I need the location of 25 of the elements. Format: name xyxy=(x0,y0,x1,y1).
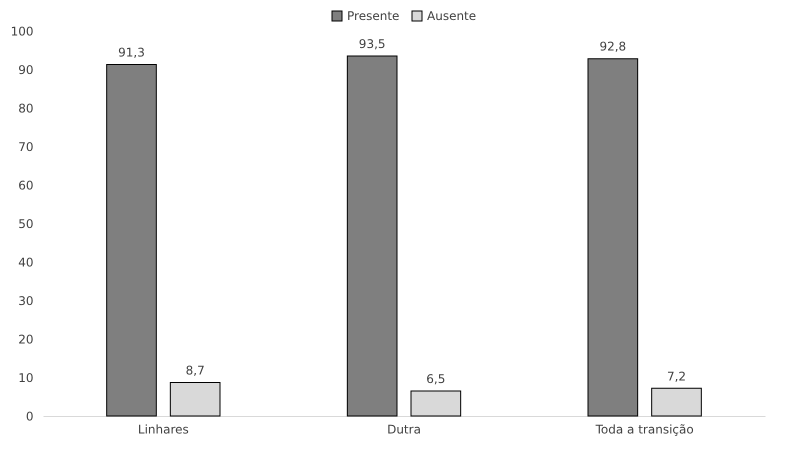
y-tick-label: 30 xyxy=(18,294,34,308)
x-tick-label: Toda a transição xyxy=(594,422,694,436)
x-tick-label: Linhares xyxy=(138,422,189,436)
data-label: 8,7 xyxy=(186,364,205,378)
y-tick-label: 70 xyxy=(18,140,34,154)
x-tick-label: Dutra xyxy=(387,422,421,436)
y-tick-label: 50 xyxy=(18,217,34,231)
legend-label: Ausente xyxy=(427,9,476,23)
bar xyxy=(106,64,157,416)
y-tick-label: 100 xyxy=(10,24,34,38)
data-label: 7,2 xyxy=(666,369,686,384)
data-label: 6,5 xyxy=(426,372,446,386)
data-label: 91,3 xyxy=(118,45,145,60)
y-tick-label: 0 xyxy=(26,410,34,424)
y-tick-label: 40 xyxy=(18,256,34,270)
y-tick-label: 10 xyxy=(18,371,34,385)
y-tick-label: 80 xyxy=(18,102,34,116)
data-label: 92,8 xyxy=(599,40,626,54)
bar xyxy=(346,56,398,416)
y-tick-label: 90 xyxy=(18,63,34,77)
legend-label: Presente xyxy=(347,9,400,23)
data-label: 93,5 xyxy=(358,37,386,52)
y-tick-label: 20 xyxy=(18,332,34,346)
bar xyxy=(588,58,638,416)
y-tick-label: 60 xyxy=(18,178,34,192)
